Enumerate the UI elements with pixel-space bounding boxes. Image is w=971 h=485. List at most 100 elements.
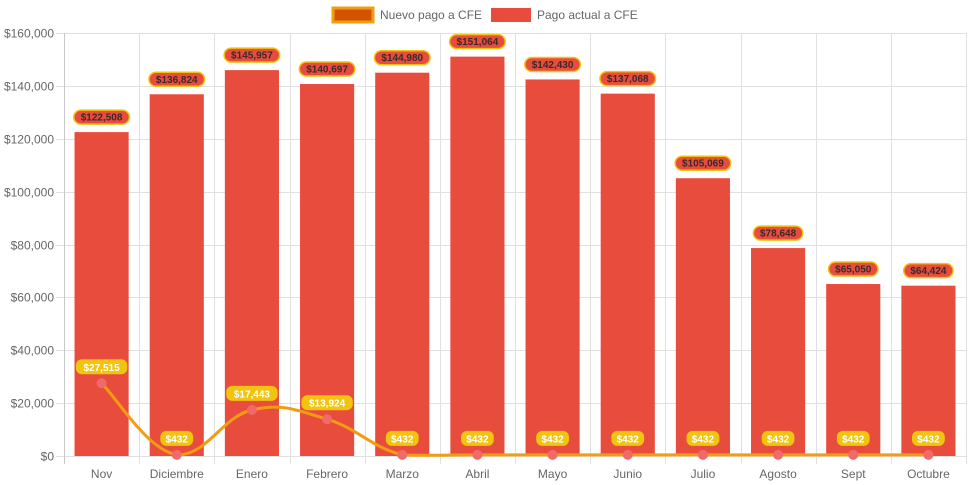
line-data-label-text: $432 [617, 434, 640, 445]
bar-data-label-bg [827, 261, 879, 277]
line-point [773, 449, 784, 460]
bar [600, 93, 655, 457]
bar-data-label-text: $144,980 [381, 53, 423, 64]
bar-data-label-bg [373, 49, 431, 66]
bar-data-label: $137,068 [599, 70, 657, 87]
line-series [96, 378, 934, 460]
line-point [697, 449, 708, 460]
line-point [96, 378, 107, 389]
line-data-label-text: $432 [391, 434, 414, 445]
line-point [246, 404, 257, 415]
bar [525, 79, 580, 457]
line-data-label: $432 [761, 430, 795, 446]
line-data-label-text: $432 [466, 434, 489, 445]
bar-data-label-bg [524, 56, 582, 73]
legend-label-nuevo-pago: Nuevo pago a CFE [380, 8, 482, 22]
line-data-label: $13,924 [301, 395, 353, 411]
bar-data-label: $142,430 [524, 56, 582, 73]
bar-data-label-text: $105,069 [682, 159, 724, 170]
legend-swatch-nuevo-pago [331, 6, 375, 24]
line-data-label-text: $13,924 [309, 399, 346, 410]
bar-data-label-bg [223, 47, 281, 63]
y-tick-label: $40,000 [11, 344, 55, 358]
line-data-label-bg [385, 430, 419, 446]
y-tick-label: $0 [41, 450, 55, 464]
y-tick-label: $140,000 [4, 80, 54, 94]
x-tick-label: Junio [613, 467, 642, 481]
line-data-label: $432 [611, 430, 645, 446]
bar-data-label-text: $142,430 [532, 60, 574, 71]
line-point [923, 449, 934, 460]
line-data-label-bg [836, 430, 870, 446]
line-data-label: $432 [385, 430, 419, 446]
line-data-label: $432 [461, 430, 494, 446]
line-point [547, 449, 558, 460]
bar-data-label-text: $78,648 [760, 229, 797, 240]
line-data-label-bg [75, 359, 128, 375]
bar-data-label-text: $122,508 [81, 113, 123, 124]
line-data-label-bg [160, 430, 194, 446]
y-axis: $0 $20,000 $40,000 $60,000 $80,000 $100,000 $1… [4, 27, 54, 464]
line-data-label-text: $432 [767, 434, 790, 445]
x-tick-label: Nov [91, 467, 112, 481]
bar-data-label: $105,069 [674, 155, 732, 171]
line-data-label-bg [226, 385, 278, 401]
bar-data-label-bg [902, 262, 954, 279]
bar-data-label-bg [448, 33, 506, 50]
y-tick-label: $20,000 [11, 397, 55, 411]
line-labels: $27,515 $432 $17,443 $13,924 $432 $432 $432 $43… [75, 359, 945, 446]
line-data-label: $27,515 [75, 359, 128, 375]
legend-item-nuevo-pago[interactable]: Nuevo pago a CFE [331, 6, 482, 24]
y-tick-label: $60,000 [11, 291, 55, 305]
bar-data-label: $78,648 [752, 225, 804, 241]
line-data-label-bg [301, 395, 353, 411]
bar-data-label-bg [298, 61, 356, 77]
bar-data-label: $151,064 [448, 33, 506, 50]
bar [901, 285, 956, 456]
bar-data-label-text: $136,824 [156, 75, 198, 86]
bar-data-label-text: $137,068 [607, 74, 649, 85]
line-data-label-text: $432 [917, 434, 940, 445]
x-tick-label: Agosto [759, 467, 797, 481]
legend: Nuevo pago a CFE Pago actual a CFE [331, 6, 638, 24]
line-point [322, 414, 333, 425]
line-data-label-text: $432 [166, 434, 189, 445]
line-data-label-bg [912, 430, 945, 446]
bar-data-label-bg [752, 225, 804, 241]
legend-swatch-pago-actual [491, 8, 531, 22]
line-data-label-text: $432 [541, 434, 564, 445]
bar-data-label-text: $140,697 [306, 65, 348, 76]
line-point [622, 449, 633, 460]
line-data-label: $17,443 [226, 385, 278, 401]
bar-data-label-text: $145,957 [231, 51, 273, 62]
bar-data-label: $65,050 [827, 261, 879, 277]
line-data-label-text: $27,515 [84, 363, 121, 374]
bar [450, 56, 505, 457]
x-tick-label: Mayo [538, 467, 568, 481]
x-tick-label: Abril [465, 467, 489, 481]
bar-data-label: $136,824 [148, 71, 206, 88]
line-data-label-bg [611, 430, 645, 446]
line-point [848, 449, 859, 460]
bar-data-label-text: $151,064 [457, 37, 499, 48]
bar-labels: $122,508 $136,824 $145,957 $140,697 $144,980… [73, 33, 954, 279]
bar-data-label: $144,980 [373, 49, 431, 66]
bar [300, 84, 355, 457]
y-tick-label: $160,000 [4, 27, 54, 41]
line-data-label: $432 [912, 430, 945, 446]
line-data-label-bg [686, 430, 720, 446]
line-point [472, 449, 483, 460]
line-data-label-text: $17,443 [234, 389, 271, 400]
bar-data-label-bg [148, 71, 206, 88]
legend-item-pago-actual[interactable]: Pago actual a CFE [491, 8, 638, 22]
bar-data-label: $64,424 [902, 262, 954, 279]
bar [74, 132, 129, 456]
line-data-label-text: $432 [692, 434, 715, 445]
x-tick-label: Julio [691, 467, 716, 481]
bar-data-label-bg [674, 155, 732, 171]
line-point [171, 449, 182, 460]
y-tick-label: $100,000 [4, 186, 54, 200]
line-point [397, 449, 408, 460]
line-data-label: $432 [686, 430, 720, 446]
